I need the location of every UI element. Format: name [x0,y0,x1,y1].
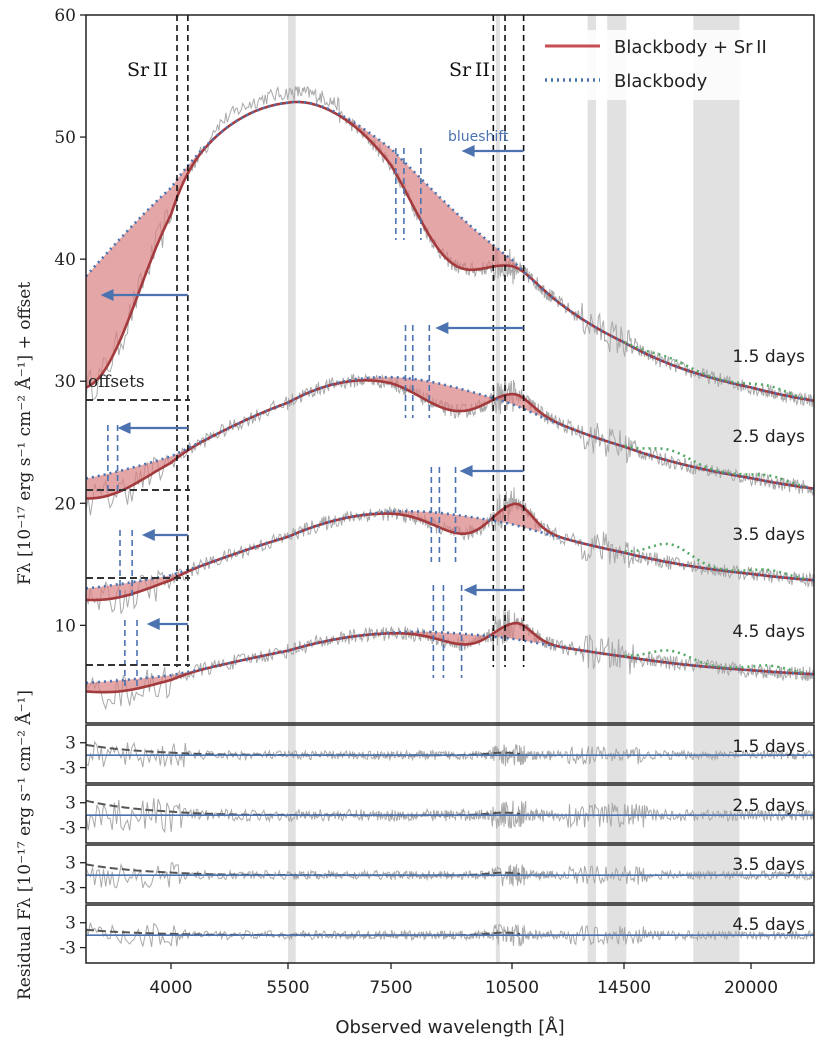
resid-ytick-label-4-0: 3 [65,914,76,934]
legend-label-model: Blackbody + Sr II [614,37,767,58]
residual-panel-frame-3 [85,844,815,904]
sr-label-left: Sr II [127,59,168,81]
main-ytick-label-40: 40 [54,250,76,270]
model-curves [85,100,814,694]
blackbody-curve-epoch-2 [85,375,814,490]
blueshift-arrows [100,145,524,630]
blueshift-label: blueshift [448,129,509,145]
panel-frames [85,14,815,964]
blueshift-arrow-head-6 [117,422,131,434]
telluric-band-4 [607,15,627,963]
xtick-label-7500: 7500 [369,978,412,998]
blueshift-arrow-head-1 [461,145,475,157]
telluric-band-1 [288,15,296,963]
residual-panel-frame-1 [85,724,815,784]
resid-ytick-label-4-1: -3 [59,939,76,959]
epoch-label-2: 2.5 days [732,427,805,447]
blueshift-arrow-head-5 [100,289,114,301]
telluric-band-3 [587,15,596,963]
telluric-bands [288,15,740,963]
epoch-label-4: 4.5 days [732,622,805,642]
epoch-label-1: 1.5 days [732,347,805,367]
y-axis-title-residual: Residual Fλ [10⁻¹⁷ erg s⁻¹ cm⁻² Å⁻¹] [14,690,35,1000]
resid-label-1: 1.5 days [732,737,805,757]
absorption-fill-epoch-4 [86,623,540,693]
legend: Blackbody + Sr II Blackbody [535,30,800,100]
y-axis-title-main: Fλ [10⁻¹⁷ erg s⁻¹ cm⁻² Å⁻¹] + offset [14,282,35,585]
spectrum-epoch-2 [85,373,815,516]
telluric-band-2 [495,15,500,963]
residual-spectrum-1 [85,740,815,768]
resid-label-4: 4.5 days [732,915,805,935]
model-curve-epoch-1 [85,100,814,402]
blueshift-arrow-head-4 [463,584,477,596]
axis-ticks: 10 20 30 40 50 60 3 -3 3 -3 3 -3 3 -3 4000 5500 7500 1050… [54,6,778,998]
resid-ytick-label-2-1: -3 [59,819,76,839]
resid-ytick-label-1-0: 3 [65,734,76,754]
residual-spectrum-4 [85,922,815,947]
xtick-label-5500: 5500 [266,978,309,998]
legend-label-blackbody: Blackbody [614,71,708,92]
blueshift-arrow-head-3 [459,465,473,477]
resid-label-2: 2.5 days [732,796,805,816]
residual-panel-frame-4 [85,904,815,964]
blueshift-arrow-head-7 [141,529,155,541]
telluric-band-5 [693,15,740,963]
green-model-epoch-3 [624,542,806,580]
green-model-epoch-1 [624,340,806,400]
legend-box [535,30,800,100]
xtick-label-14500: 14500 [597,978,651,998]
green-model-epoch-2 [624,444,806,488]
main-ytick-label-60: 60 [54,6,76,26]
residual-spectrum-3 [85,861,815,889]
absorption-fill-epoch-1 [86,101,540,388]
xtick-label-10500: 10500 [485,978,539,998]
main-ytick-label-30: 30 [54,372,76,392]
sr-line-markers [176,15,525,667]
residual-panel-frame-2 [85,784,815,844]
blueshift-arrow-head-2 [435,322,449,334]
resid-ytick-label-3-0: 3 [65,854,76,874]
residual-model-diff-3 [85,863,521,877]
velocity-markers [107,148,463,690]
main-panel-frame [85,14,815,724]
resid-label-3: 3.5 days [732,855,805,875]
epoch-label-3: 3.5 days [732,525,805,545]
offsets-label: offsets [88,372,145,392]
main-ytick-label-10: 10 [54,616,76,636]
main-ytick-label-20: 20 [54,494,76,514]
blueshift-arrow-head-8 [146,618,160,630]
xtick-label-4000: 4000 [149,978,192,998]
xtick-label-20000: 20000 [724,978,778,998]
resid-ytick-label-3-1: -3 [59,879,76,899]
main-ytick-label-50: 50 [54,128,76,148]
resid-ytick-label-1-1: -3 [59,759,76,779]
offset-markers [86,399,190,666]
resid-ytick-label-2-0: 3 [65,794,76,814]
blackbody-curve-epoch-3 [85,509,814,590]
residual-panels [85,740,815,947]
blackbody-curve-epoch-4 [85,630,814,685]
x-axis-title: Observed wavelength [Å] [335,1016,564,1038]
sr-label-right: Sr II [449,59,490,81]
